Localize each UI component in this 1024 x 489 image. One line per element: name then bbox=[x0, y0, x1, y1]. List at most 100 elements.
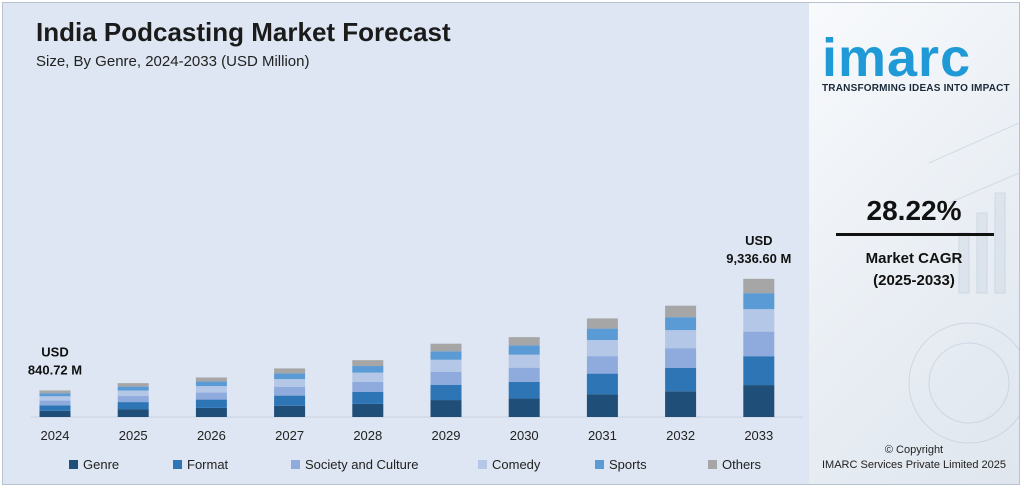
legend-item-society-and-culture: Society and Culture bbox=[291, 457, 418, 472]
legend-item-others: Others bbox=[708, 457, 761, 472]
x-tick-label-2029: 2029 bbox=[432, 428, 461, 443]
bar-segment-genre-2033 bbox=[743, 385, 775, 417]
bar-segment-others-2031 bbox=[586, 318, 618, 329]
brand-panel: imarc TRANSFORMING IDEAS INTO IMPACT 28.… bbox=[809, 3, 1019, 484]
bar-segment-others-2032 bbox=[665, 305, 697, 318]
bar-segment-comedy-2024 bbox=[39, 396, 71, 401]
bar-segment-comedy-2028 bbox=[352, 372, 384, 382]
bar-segment-others-2033 bbox=[743, 278, 775, 294]
bar-segment-society-and-culture-2028 bbox=[352, 381, 384, 392]
legend-label: Others bbox=[722, 457, 762, 472]
bar-segment-genre-2026 bbox=[195, 407, 227, 417]
bar-segment-genre-2029 bbox=[430, 400, 462, 417]
bar-segment-society-and-culture-2026 bbox=[195, 392, 227, 400]
copyright-line1: © Copyright bbox=[884, 444, 944, 456]
bar-segment-others-2026 bbox=[195, 377, 227, 382]
x-tick-label-2033: 2033 bbox=[744, 428, 773, 443]
x-tick-label-2032: 2032 bbox=[666, 428, 695, 443]
bar-segment-comedy-2033 bbox=[743, 309, 775, 332]
legend-swatch bbox=[173, 460, 182, 469]
legend-item-genre: Genre bbox=[69, 457, 119, 472]
value-label-first-unit: USD bbox=[41, 344, 68, 359]
stacked-bar-chart: 2024 2025 2026 2027 2028 2029 2030 2031 2032 2033… bbox=[28, 233, 803, 443]
cagr-value: 28.22% bbox=[866, 195, 962, 226]
cagr-divider bbox=[836, 233, 994, 236]
bar-segment-genre-2025 bbox=[117, 409, 149, 417]
bar-segment-comedy-2025 bbox=[117, 390, 149, 397]
bar-segment-society-and-culture-2024 bbox=[39, 400, 71, 406]
bar-segment-comedy-2031 bbox=[586, 340, 618, 357]
imarc-logo: imarc bbox=[822, 28, 972, 88]
bar-segment-format-2032 bbox=[665, 368, 697, 392]
chart-panel: India Podcasting Market Forecast Size, B… bbox=[3, 3, 809, 484]
bar-segment-format-2030 bbox=[508, 381, 540, 399]
x-tick-label-2031: 2031 bbox=[588, 428, 617, 443]
bar-segment-society-and-culture-2033 bbox=[743, 331, 775, 357]
bar-segment-format-2028 bbox=[352, 391, 384, 404]
bar-segment-society-and-culture-2032 bbox=[665, 348, 697, 369]
bar-segment-society-and-culture-2025 bbox=[117, 396, 149, 403]
legend-label: Sports bbox=[609, 457, 647, 472]
x-tick-label-2026: 2026 bbox=[197, 428, 226, 443]
bar-segment-comedy-2030 bbox=[508, 354, 540, 368]
value-label-last-unit: USD bbox=[745, 233, 772, 248]
bar-segment-genre-2024 bbox=[39, 410, 71, 417]
legend-swatch bbox=[69, 460, 78, 469]
legend-item-comedy: Comedy bbox=[478, 457, 540, 472]
bar-segment-genre-2032 bbox=[665, 391, 697, 417]
x-tick-label-2027: 2027 bbox=[275, 428, 304, 443]
cagr-label: Market CAGR (2025-2033) bbox=[809, 248, 1019, 292]
legend-label: Comedy bbox=[492, 457, 541, 472]
bar-segment-format-2026 bbox=[195, 399, 227, 408]
bar-segment-sports-2032 bbox=[665, 317, 697, 331]
x-tick-label-2030: 2030 bbox=[510, 428, 539, 443]
bar-segment-sports-2028 bbox=[352, 366, 384, 373]
bar-segment-sports-2026 bbox=[195, 381, 227, 387]
bar-segment-society-and-culture-2031 bbox=[586, 356, 618, 374]
bar-segment-sports-2025 bbox=[117, 386, 149, 391]
bar-segment-format-2024 bbox=[39, 405, 71, 411]
bar-segment-genre-2030 bbox=[508, 398, 540, 417]
bar-segment-society-and-culture-2030 bbox=[508, 367, 540, 382]
cagr-label-line1: Market CAGR bbox=[865, 250, 963, 267]
bar-segment-format-2029 bbox=[430, 384, 462, 401]
bar-segment-genre-2028 bbox=[352, 403, 384, 417]
legend-swatch bbox=[595, 460, 604, 469]
legend-item-sports: Sports bbox=[595, 457, 647, 472]
bar-segment-comedy-2026 bbox=[195, 386, 227, 393]
bar-segment-format-2025 bbox=[117, 402, 149, 410]
legend-label: Genre bbox=[83, 457, 120, 472]
bar-segment-comedy-2032 bbox=[665, 330, 697, 349]
legend-swatch bbox=[291, 460, 300, 469]
bar-segment-genre-2031 bbox=[586, 394, 618, 417]
bar-segment-society-and-culture-2029 bbox=[430, 371, 462, 385]
bar-segment-others-2030 bbox=[508, 337, 540, 346]
bar-segment-others-2024 bbox=[39, 390, 71, 394]
cagr-label-line2: (2025-2033) bbox=[873, 272, 955, 289]
bar-segment-sports-2027 bbox=[274, 373, 306, 380]
bar-segment-others-2027 bbox=[274, 368, 306, 374]
bar-segment-society-and-culture-2027 bbox=[274, 386, 306, 396]
legend-swatch bbox=[708, 460, 717, 469]
bar-segment-sports-2030 bbox=[508, 345, 540, 355]
x-tick-label-2028: 2028 bbox=[353, 428, 382, 443]
chart-subtitle: Size, By Genre, 2024-2033 (USD Million) bbox=[36, 53, 310, 70]
bar-segment-sports-2031 bbox=[586, 328, 618, 341]
x-tick-label-2024: 2024 bbox=[41, 428, 70, 443]
chart-title: India Podcasting Market Forecast bbox=[36, 17, 451, 47]
x-tick-label-2025: 2025 bbox=[119, 428, 148, 443]
bar-segment-format-2033 bbox=[743, 356, 775, 386]
copyright-notice: © Copyright IMARC Services Private Limit… bbox=[809, 443, 1019, 473]
bar-segment-sports-2024 bbox=[39, 393, 71, 397]
bar-segment-format-2031 bbox=[586, 373, 618, 395]
bar-segment-others-2029 bbox=[430, 343, 462, 352]
bar-segment-comedy-2027 bbox=[274, 379, 306, 387]
copyright-line2: IMARC Services Private Limited 2025 bbox=[821, 459, 1006, 471]
bar-segment-others-2028 bbox=[352, 360, 384, 367]
bar-segment-genre-2027 bbox=[274, 405, 306, 417]
bar-segment-comedy-2029 bbox=[430, 359, 462, 372]
bar-segment-format-2027 bbox=[274, 395, 306, 406]
brand-tagline: TRANSFORMING IDEAS INTO IMPACT bbox=[822, 83, 1010, 94]
bar-segment-sports-2029 bbox=[430, 351, 462, 360]
legend-item-format: Format bbox=[173, 457, 228, 472]
